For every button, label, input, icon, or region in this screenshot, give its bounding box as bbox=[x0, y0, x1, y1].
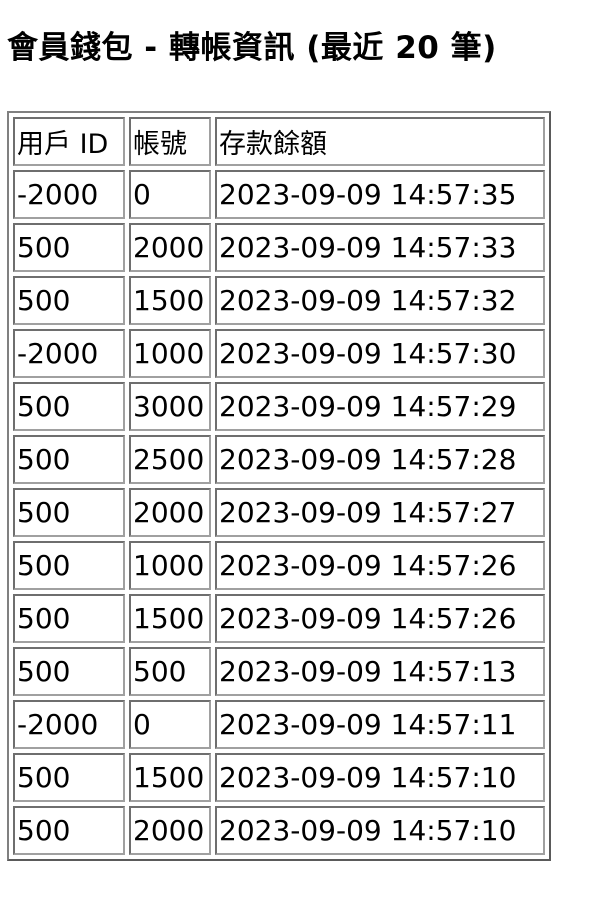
cell-user-id: 500 bbox=[13, 753, 125, 802]
cell-account: 2000 bbox=[129, 806, 211, 855]
table-row: -2000 0 2023-09-09 14:57:35 bbox=[13, 170, 545, 219]
table-row: 500 3000 2023-09-09 14:57:29 bbox=[13, 382, 545, 431]
cell-balance: 2023-09-09 14:57:13 bbox=[215, 647, 545, 696]
cell-user-id: -2000 bbox=[13, 700, 125, 749]
cell-balance: 2023-09-09 14:57:10 bbox=[215, 753, 545, 802]
cell-balance: 2023-09-09 14:57:27 bbox=[215, 488, 545, 537]
table-row: 500 1500 2023-09-09 14:57:32 bbox=[13, 276, 545, 325]
cell-account: 1000 bbox=[129, 329, 211, 378]
cell-account: 2500 bbox=[129, 435, 211, 484]
table-row: 500 2000 2023-09-09 14:57:33 bbox=[13, 223, 545, 272]
table-row: -2000 0 2023-09-09 14:57:11 bbox=[13, 700, 545, 749]
table-row: 500 1500 2023-09-09 14:57:10 bbox=[13, 753, 545, 802]
table-row: 500 2500 2023-09-09 14:57:28 bbox=[13, 435, 545, 484]
cell-account: 3000 bbox=[129, 382, 211, 431]
transfer-table: 用戶 ID 帳號 存款餘額 -2000 0 2023-09-09 14:57:3… bbox=[7, 111, 551, 861]
cell-balance: 2023-09-09 14:57:35 bbox=[215, 170, 545, 219]
cell-account: 0 bbox=[129, 700, 211, 749]
cell-user-id: 500 bbox=[13, 435, 125, 484]
table-header-row: 用戶 ID 帳號 存款餘額 bbox=[13, 117, 545, 166]
column-header-balance: 存款餘額 bbox=[215, 117, 545, 166]
table-row: -2000 1000 2023-09-09 14:57:30 bbox=[13, 329, 545, 378]
cell-user-id: 500 bbox=[13, 488, 125, 537]
cell-user-id: -2000 bbox=[13, 329, 125, 378]
column-header-account: 帳號 bbox=[129, 117, 211, 166]
table-row: 500 2000 2023-09-09 14:57:27 bbox=[13, 488, 545, 537]
cell-account: 2000 bbox=[129, 488, 211, 537]
cell-user-id: 500 bbox=[13, 647, 125, 696]
cell-user-id: 500 bbox=[13, 806, 125, 855]
cell-balance: 2023-09-09 14:57:26 bbox=[215, 541, 545, 590]
cell-account: 500 bbox=[129, 647, 211, 696]
cell-user-id: -2000 bbox=[13, 170, 125, 219]
cell-account: 1500 bbox=[129, 276, 211, 325]
table-row: 500 500 2023-09-09 14:57:13 bbox=[13, 647, 545, 696]
cell-account: 1500 bbox=[129, 594, 211, 643]
cell-balance: 2023-09-09 14:57:11 bbox=[215, 700, 545, 749]
cell-balance: 2023-09-09 14:57:32 bbox=[215, 276, 545, 325]
cell-user-id: 500 bbox=[13, 276, 125, 325]
cell-balance: 2023-09-09 14:57:30 bbox=[215, 329, 545, 378]
column-header-user-id: 用戶 ID bbox=[13, 117, 125, 166]
cell-balance: 2023-09-09 14:57:28 bbox=[215, 435, 545, 484]
table-row: 500 2000 2023-09-09 14:57:10 bbox=[13, 806, 545, 855]
cell-account: 1000 bbox=[129, 541, 211, 590]
cell-account: 1500 bbox=[129, 753, 211, 802]
cell-balance: 2023-09-09 14:57:10 bbox=[215, 806, 545, 855]
table-row: 500 1500 2023-09-09 14:57:26 bbox=[13, 594, 545, 643]
cell-account: 2000 bbox=[129, 223, 211, 272]
cell-user-id: 500 bbox=[13, 541, 125, 590]
cell-balance: 2023-09-09 14:57:26 bbox=[215, 594, 545, 643]
page-title: 會員錢包 - 轉帳資訊 (最近 20 筆) bbox=[7, 30, 497, 66]
table-row: 500 1000 2023-09-09 14:57:26 bbox=[13, 541, 545, 590]
cell-balance: 2023-09-09 14:57:29 bbox=[215, 382, 545, 431]
cell-balance: 2023-09-09 14:57:33 bbox=[215, 223, 545, 272]
cell-account: 0 bbox=[129, 170, 211, 219]
cell-user-id: 500 bbox=[13, 594, 125, 643]
cell-user-id: 500 bbox=[13, 223, 125, 272]
cell-user-id: 500 bbox=[13, 382, 125, 431]
